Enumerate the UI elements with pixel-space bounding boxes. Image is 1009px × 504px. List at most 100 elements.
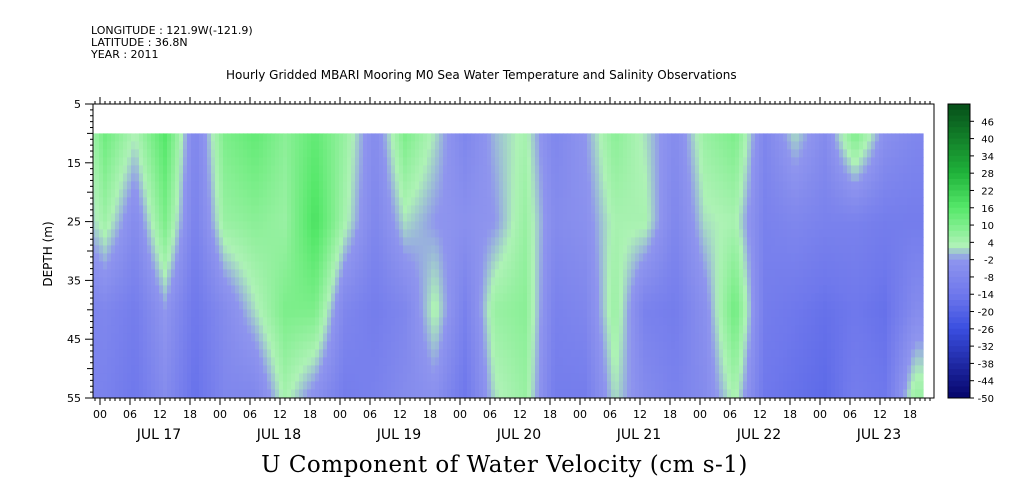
- heatmap-cell: [623, 293, 628, 302]
- heatmap-cell: [559, 317, 564, 326]
- heatmap-cell: [391, 357, 396, 366]
- heatmap-cell: [119, 381, 124, 390]
- heatmap-cell: [595, 301, 600, 310]
- heatmap-cell: [195, 245, 200, 254]
- heatmap-cell: [327, 317, 332, 326]
- heatmap-cell: [131, 213, 136, 222]
- heatmap-cell: [575, 181, 580, 190]
- heatmap-cell: [323, 309, 328, 318]
- heatmap-cell: [563, 221, 568, 230]
- heatmap-cell: [399, 189, 404, 198]
- heatmap-cell: [275, 157, 280, 166]
- heatmap-cell: [431, 213, 436, 222]
- heatmap-cell: [79, 189, 84, 198]
- heatmap-cell: [439, 285, 444, 294]
- heatmap-cell: [455, 181, 460, 190]
- heatmap-cell: [315, 277, 320, 286]
- heatmap-cell: [431, 309, 436, 318]
- heatmap-cell: [515, 365, 520, 374]
- heatmap-cell: [231, 133, 236, 142]
- heatmap-cell: [527, 389, 532, 398]
- heatmap-cell: [595, 181, 600, 190]
- heatmap-cell: [215, 133, 220, 142]
- heatmap-cell: [375, 301, 380, 310]
- heatmap-cell: [347, 221, 352, 230]
- heatmap-cell: [119, 229, 124, 238]
- heatmap-cell: [347, 165, 352, 174]
- heatmap-cell: [319, 373, 324, 382]
- heatmap-cell: [247, 245, 252, 254]
- heatmap-cell: [347, 245, 352, 254]
- heatmap-cell: [571, 261, 576, 270]
- heatmap-cell: [371, 349, 376, 358]
- heatmap-cell: [207, 197, 212, 206]
- heatmap-cell: [411, 293, 416, 302]
- heatmap-cell: [431, 189, 436, 198]
- heatmap-cell: [427, 301, 432, 310]
- heatmap-cell: [515, 325, 520, 334]
- heatmap-cell: [87, 269, 92, 278]
- heatmap-cell: [295, 309, 300, 318]
- heatmap-cell: [579, 277, 584, 286]
- heatmap-cell: [515, 301, 520, 310]
- heatmap-cell: [495, 213, 500, 222]
- heatmap-cell: [659, 237, 664, 246]
- heatmap-cell: [427, 261, 432, 270]
- heatmap-cell: [159, 157, 164, 166]
- heatmap-cell: [147, 245, 152, 254]
- heatmap-cell: [395, 157, 400, 166]
- heatmap-cell: [651, 325, 656, 334]
- heatmap-cell: [467, 325, 472, 334]
- heatmap-cell: [515, 205, 520, 214]
- heatmap-cell: [211, 349, 216, 358]
- heatmap-cell: [651, 253, 656, 262]
- heatmap-cell: [347, 389, 352, 398]
- heatmap-cell: [203, 165, 208, 174]
- heatmap-cell: [559, 141, 564, 150]
- heatmap-cell: [599, 181, 604, 190]
- heatmap-cell: [311, 157, 316, 166]
- heatmap-cell: [555, 317, 560, 326]
- heatmap-cell: [335, 357, 340, 366]
- heatmap-cell: [311, 365, 316, 374]
- heatmap-cell: [443, 357, 448, 366]
- heatmap-cell: [511, 357, 516, 366]
- heatmap-cell: [123, 165, 128, 174]
- heatmap-cell: [283, 133, 288, 142]
- heatmap-cell: [483, 173, 488, 182]
- heatmap-cell: [159, 133, 164, 142]
- heatmap-cell: [447, 309, 452, 318]
- heatmap-cell: [227, 357, 232, 366]
- heatmap-cell: [299, 221, 304, 230]
- heatmap-cell: [395, 293, 400, 302]
- heatmap-cell: [395, 205, 400, 214]
- heatmap-cell: [655, 293, 660, 302]
- heatmap-cell: [95, 293, 100, 302]
- heatmap-cell: [387, 269, 392, 278]
- heatmap-cell: [651, 357, 656, 366]
- heatmap-cell: [135, 285, 140, 294]
- heatmap-cell: [623, 277, 628, 286]
- heatmap-cell: [295, 373, 300, 382]
- heatmap-cell: [95, 325, 100, 334]
- heatmap-cell: [171, 261, 176, 270]
- heatmap-cell: [363, 181, 368, 190]
- heatmap-cell: [487, 237, 492, 246]
- heatmap-cell: [239, 285, 244, 294]
- heatmap-cell: [187, 173, 192, 182]
- heatmap-cell: [87, 365, 92, 374]
- heatmap-cell: [459, 277, 464, 286]
- heatmap-cell: [255, 237, 260, 246]
- heatmap-cell: [303, 333, 308, 342]
- heatmap-cell: [479, 301, 484, 310]
- heatmap-cell: [491, 389, 496, 398]
- heatmap-cell: [295, 205, 300, 214]
- heatmap-cell: [499, 293, 504, 302]
- heatmap-cell: [451, 389, 456, 398]
- heatmap-cell: [351, 173, 356, 182]
- heatmap-cell: [543, 357, 548, 366]
- heatmap-cell: [627, 269, 632, 278]
- heatmap-cell: [443, 197, 448, 206]
- heatmap-cell: [627, 373, 632, 382]
- heatmap-cell: [187, 389, 192, 398]
